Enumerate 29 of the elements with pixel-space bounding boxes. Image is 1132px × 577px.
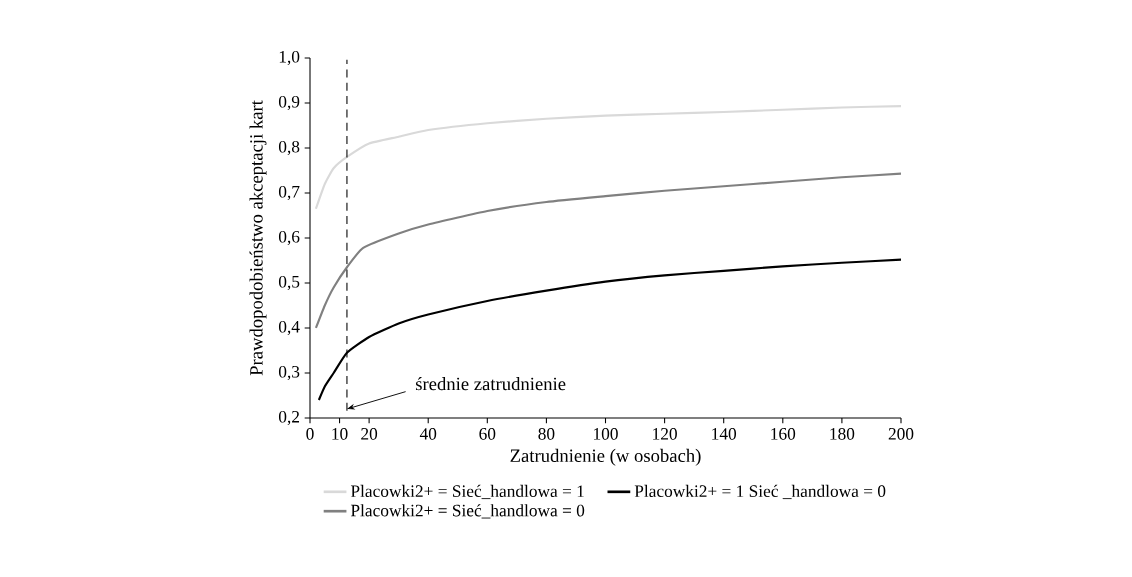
annotation: średnie zatrudnienie xyxy=(415,377,566,391)
legend-label: Placowki2+ = Sieć_handlowa = 0 xyxy=(350,504,585,519)
legend-label: Placowki2+ = 1 Sieć _handlowa = 0 xyxy=(634,484,886,500)
x-axis-title: Zatrudnienie (w osobach) xyxy=(510,448,701,466)
x-tick-label: 200 xyxy=(888,428,914,440)
line-series xyxy=(314,105,903,210)
legend-label: Placowki2+ = Sieć_handlowa = 1 xyxy=(350,484,584,500)
line-series xyxy=(314,172,903,330)
y-tick-label: 1,0 xyxy=(279,50,300,66)
x-tick-label: 20 xyxy=(361,428,378,440)
x-tick-label: 180 xyxy=(830,428,855,440)
y-tick-label: 0,3 xyxy=(278,365,300,381)
x-tick-label: 120 xyxy=(653,428,677,440)
y-tick-label: 0,7 xyxy=(278,185,300,201)
x-tick-label: 60 xyxy=(479,428,496,440)
y-tick-label: 0,2 xyxy=(278,410,300,426)
y-tick-label: 0,4 xyxy=(278,320,300,336)
y-tick-label: 0,9 xyxy=(278,95,300,111)
x-tick-label: 80 xyxy=(538,428,555,440)
x-tick-label: 0 xyxy=(306,428,314,440)
x-tick-label: 140 xyxy=(712,428,737,440)
x-tick-label: 40 xyxy=(419,428,437,440)
y-tick-label: 0,6 xyxy=(278,230,300,246)
y-axis-title: Prawdopodobieństwo akceptacji kart xyxy=(249,100,267,376)
y-tick-label: 0,5 xyxy=(278,275,300,291)
y-tick-label: 0,8 xyxy=(278,140,300,156)
x-tick-label: 10 xyxy=(332,428,348,440)
x-tick-label: 100 xyxy=(594,428,618,440)
x-tick-label: 160 xyxy=(771,428,796,440)
